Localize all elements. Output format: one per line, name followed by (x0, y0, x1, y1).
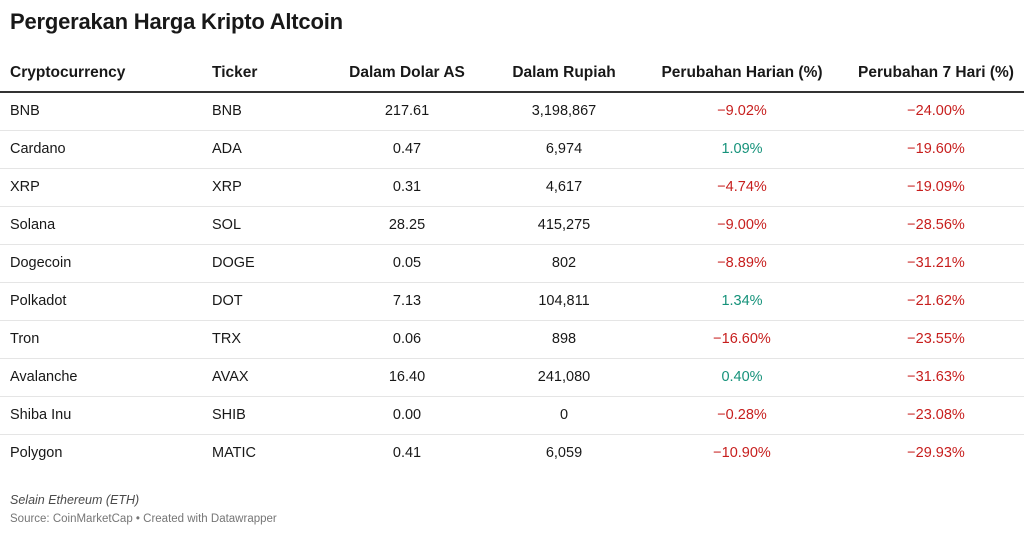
column-header-daily-change[interactable]: Perubahan Harian (%) (636, 55, 848, 93)
cell-usd: 0.05 (322, 244, 492, 283)
table-row: Avalanche AVAX 16.40 241,080 0.40% −31.63% (0, 358, 1024, 397)
cell-daily-change: 0.40% (636, 358, 848, 397)
cell-ticker: TRX (208, 320, 322, 359)
table-row: Tron TRX 0.06 898 −16.60% −23.55% (0, 320, 1024, 359)
cell-weekly-change: −23.55% (848, 320, 1024, 359)
cell-daily-change: −9.00% (636, 206, 848, 245)
cell-idr: 415,275 (492, 206, 636, 245)
cell-weekly-change: −31.21% (848, 244, 1024, 283)
cell-daily-change: −0.28% (636, 396, 848, 435)
cell-usd: 28.25 (322, 206, 492, 245)
cell-ticker: SHIB (208, 396, 322, 435)
source-line: Source: CoinMarketCap • Created with Dat… (10, 513, 277, 525)
cell-idr: 802 (492, 244, 636, 283)
table-row: XRP XRP 0.31 4,617 −4.74% −19.09% (0, 168, 1024, 207)
cell-weekly-change: −24.00% (848, 92, 1024, 131)
cell-cryptocurrency: Polygon (10, 445, 63, 462)
cell-daily-change: −4.74% (636, 168, 848, 207)
cell-idr: 3,198,867 (492, 92, 636, 131)
table-row: Polkadot DOT 7.13 104,811 1.34% −21.62% (0, 282, 1024, 321)
cell-cryptocurrency: Dogecoin (0, 244, 208, 283)
table-row: Solana SOL 28.25 415,275 −9.00% −28.56% (0, 206, 1024, 245)
cell-cryptocurrency: XRP (0, 168, 208, 207)
cell-usd: 0.31 (322, 168, 492, 207)
cell-daily-change: 1.34% (636, 282, 848, 321)
cell-ticker: DOGE (208, 244, 322, 283)
column-header-ticker[interactable]: Ticker (208, 55, 322, 93)
cell-weekly-change: −21.62% (848, 282, 1024, 321)
cell-usd: 16.40 (322, 358, 492, 397)
cell-cryptocurrency: BNB (0, 92, 208, 131)
cell-ticker: XRP (208, 168, 322, 207)
table-row: Dogecoin DOGE 0.05 802 −8.89% −31.21% (0, 244, 1024, 283)
cell-weekly-change: −19.09% (848, 168, 1024, 207)
table-row: Shiba Inu SHIB 0.00 0 −0.28% −23.08% (0, 396, 1024, 435)
cell-weekly-change: −19.60% (848, 130, 1024, 169)
cell-usd: 0.00 (322, 396, 492, 435)
cell-cryptocurrency: Tron (0, 320, 208, 359)
cell-daily-change: −9.02% (636, 92, 848, 131)
cell-ticker: SOL (208, 206, 322, 245)
cell-ticker: DOT (208, 282, 322, 321)
column-header-weekly-change[interactable]: Perubahan 7 Hari (%) (848, 55, 1024, 93)
cell-cryptocurrency: Avalanche (0, 358, 208, 397)
cell-daily-change: −8.89% (636, 244, 848, 283)
cell-idr: 898 (492, 320, 636, 359)
crypto-table: Cryptocurrency Ticker Dalam Dolar AS Dal… (0, 55, 1024, 472)
cell-daily-change: −10.90% (713, 445, 771, 462)
cell-cryptocurrency: Shiba Inu (0, 396, 208, 435)
column-header-idr[interactable]: Dalam Rupiah (492, 55, 636, 93)
cell-weekly-change: −28.56% (848, 206, 1024, 245)
chart-title: Pergerakan Harga Kripto Altcoin (10, 9, 343, 34)
cell-idr: 241,080 (492, 358, 636, 397)
cell-ticker: AVAX (208, 358, 322, 397)
cell-weekly-change: −23.08% (848, 396, 1024, 435)
cell-idr: 6,974 (492, 130, 636, 169)
cell-usd: 7.13 (322, 282, 492, 321)
cell-weekly-change: −29.93% (907, 445, 965, 462)
cell-idr: 6,059 (545, 445, 583, 462)
table-row: Cardano ADA 0.47 6,974 1.09% −19.60% (0, 130, 1024, 169)
cell-weekly-change: −31.63% (848, 358, 1024, 397)
table-row: Polygon MATIC 0.41 6,059 −10.90% −29.93% (0, 434, 1024, 472)
cell-cryptocurrency: Cardano (0, 130, 208, 169)
table-body: BNB BNB 217.61 3,198,867 −9.02% −24.00% Cardan… (0, 92, 1024, 472)
column-header-cryptocurrency[interactable]: Cryptocurrency (0, 55, 208, 93)
header-row: Cryptocurrency Ticker Dalam Dolar AS Dal… (0, 55, 1024, 93)
cell-ticker: MATIC (212, 445, 257, 462)
cell-ticker: BNB (208, 92, 322, 131)
cell-daily-change: −16.60% (636, 320, 848, 359)
cell-usd: 0.06 (322, 320, 492, 359)
cell-usd: 0.47 (322, 130, 492, 169)
cell-cryptocurrency: Polkadot (0, 282, 208, 321)
cell-usd: 0.41 (392, 445, 422, 462)
column-header-usd[interactable]: Dalam Dolar AS (322, 55, 492, 93)
cell-cryptocurrency: Solana (0, 206, 208, 245)
cell-ticker: ADA (208, 130, 322, 169)
cell-idr: 104,811 (492, 282, 636, 321)
cell-usd: 217.61 (322, 92, 492, 131)
cell-idr: 0 (492, 396, 636, 435)
cell-daily-change: 1.09% (636, 130, 848, 169)
table-row: BNB BNB 217.61 3,198,867 −9.02% −24.00% (0, 92, 1024, 131)
cell-idr: 4,617 (492, 168, 636, 207)
footnote: Selain Ethereum (ETH) (10, 493, 140, 507)
